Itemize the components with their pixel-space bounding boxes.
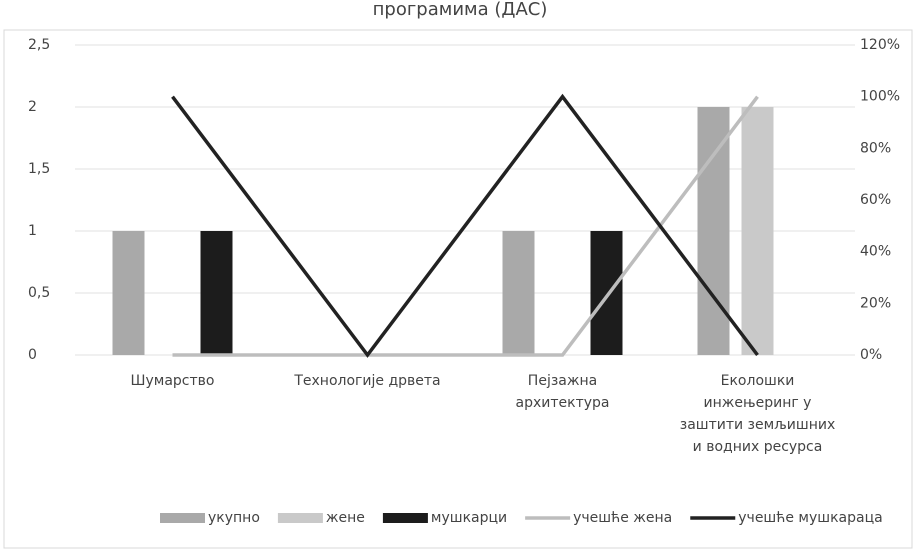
y-tick-label: 0 [28,347,37,363]
y-tick-label: 1 [28,223,37,239]
y-tick-label: 0,5 [28,285,50,301]
legend-label: мушкарци [431,510,507,526]
line-series [171,93,759,358]
x-tick-label: Технологије дрвета [293,373,440,389]
y2-tick-label: 100% [860,89,900,105]
bar [200,231,233,355]
x-tick-line: и водних ресурса [693,439,823,455]
y-tick-label: 2 [28,99,37,115]
y-tick-label: 1,5 [28,161,50,177]
x-tick-line: Пејзажна [528,373,597,389]
bar [590,231,623,355]
legend-label: укупно [208,510,260,526]
y2-tick-label: 0% [860,347,882,363]
legend-label: учешће жена [573,510,672,526]
bar [741,107,774,355]
bar [112,231,145,355]
legend-swatch [160,513,205,523]
legend-swatch [382,513,428,523]
chart-border [3,29,913,549]
x-tick-line: инжењеринг у [704,395,812,411]
x-tick-line: Еколошки [721,373,795,389]
y2-tick-label: 40% [860,244,891,260]
bar [697,107,730,355]
x-tick-line: архитектура [516,395,610,411]
y2-tick-label: 60% [860,192,891,208]
bar [502,231,535,355]
x-tick-label: Пејзажна архитектура [516,373,610,411]
legend-label: учешће мушкараца [738,510,882,526]
legend-label: жене [326,510,365,526]
x-tick-line: заштити земљишних [680,417,836,433]
chart-title: програмима (ДАС) [373,0,548,20]
y2-tick-label: 120% [860,37,900,53]
legend-swatch [277,513,323,523]
x-tick-label: Еколошки инжењеринг у заштити земљишних и в… [680,373,836,455]
y2-tick-label: 80% [860,140,891,156]
x-tick-label: Шумарство [131,373,215,389]
y-tick-label: 2,5 [28,37,50,53]
y2-tick-label: 20% [860,295,891,311]
